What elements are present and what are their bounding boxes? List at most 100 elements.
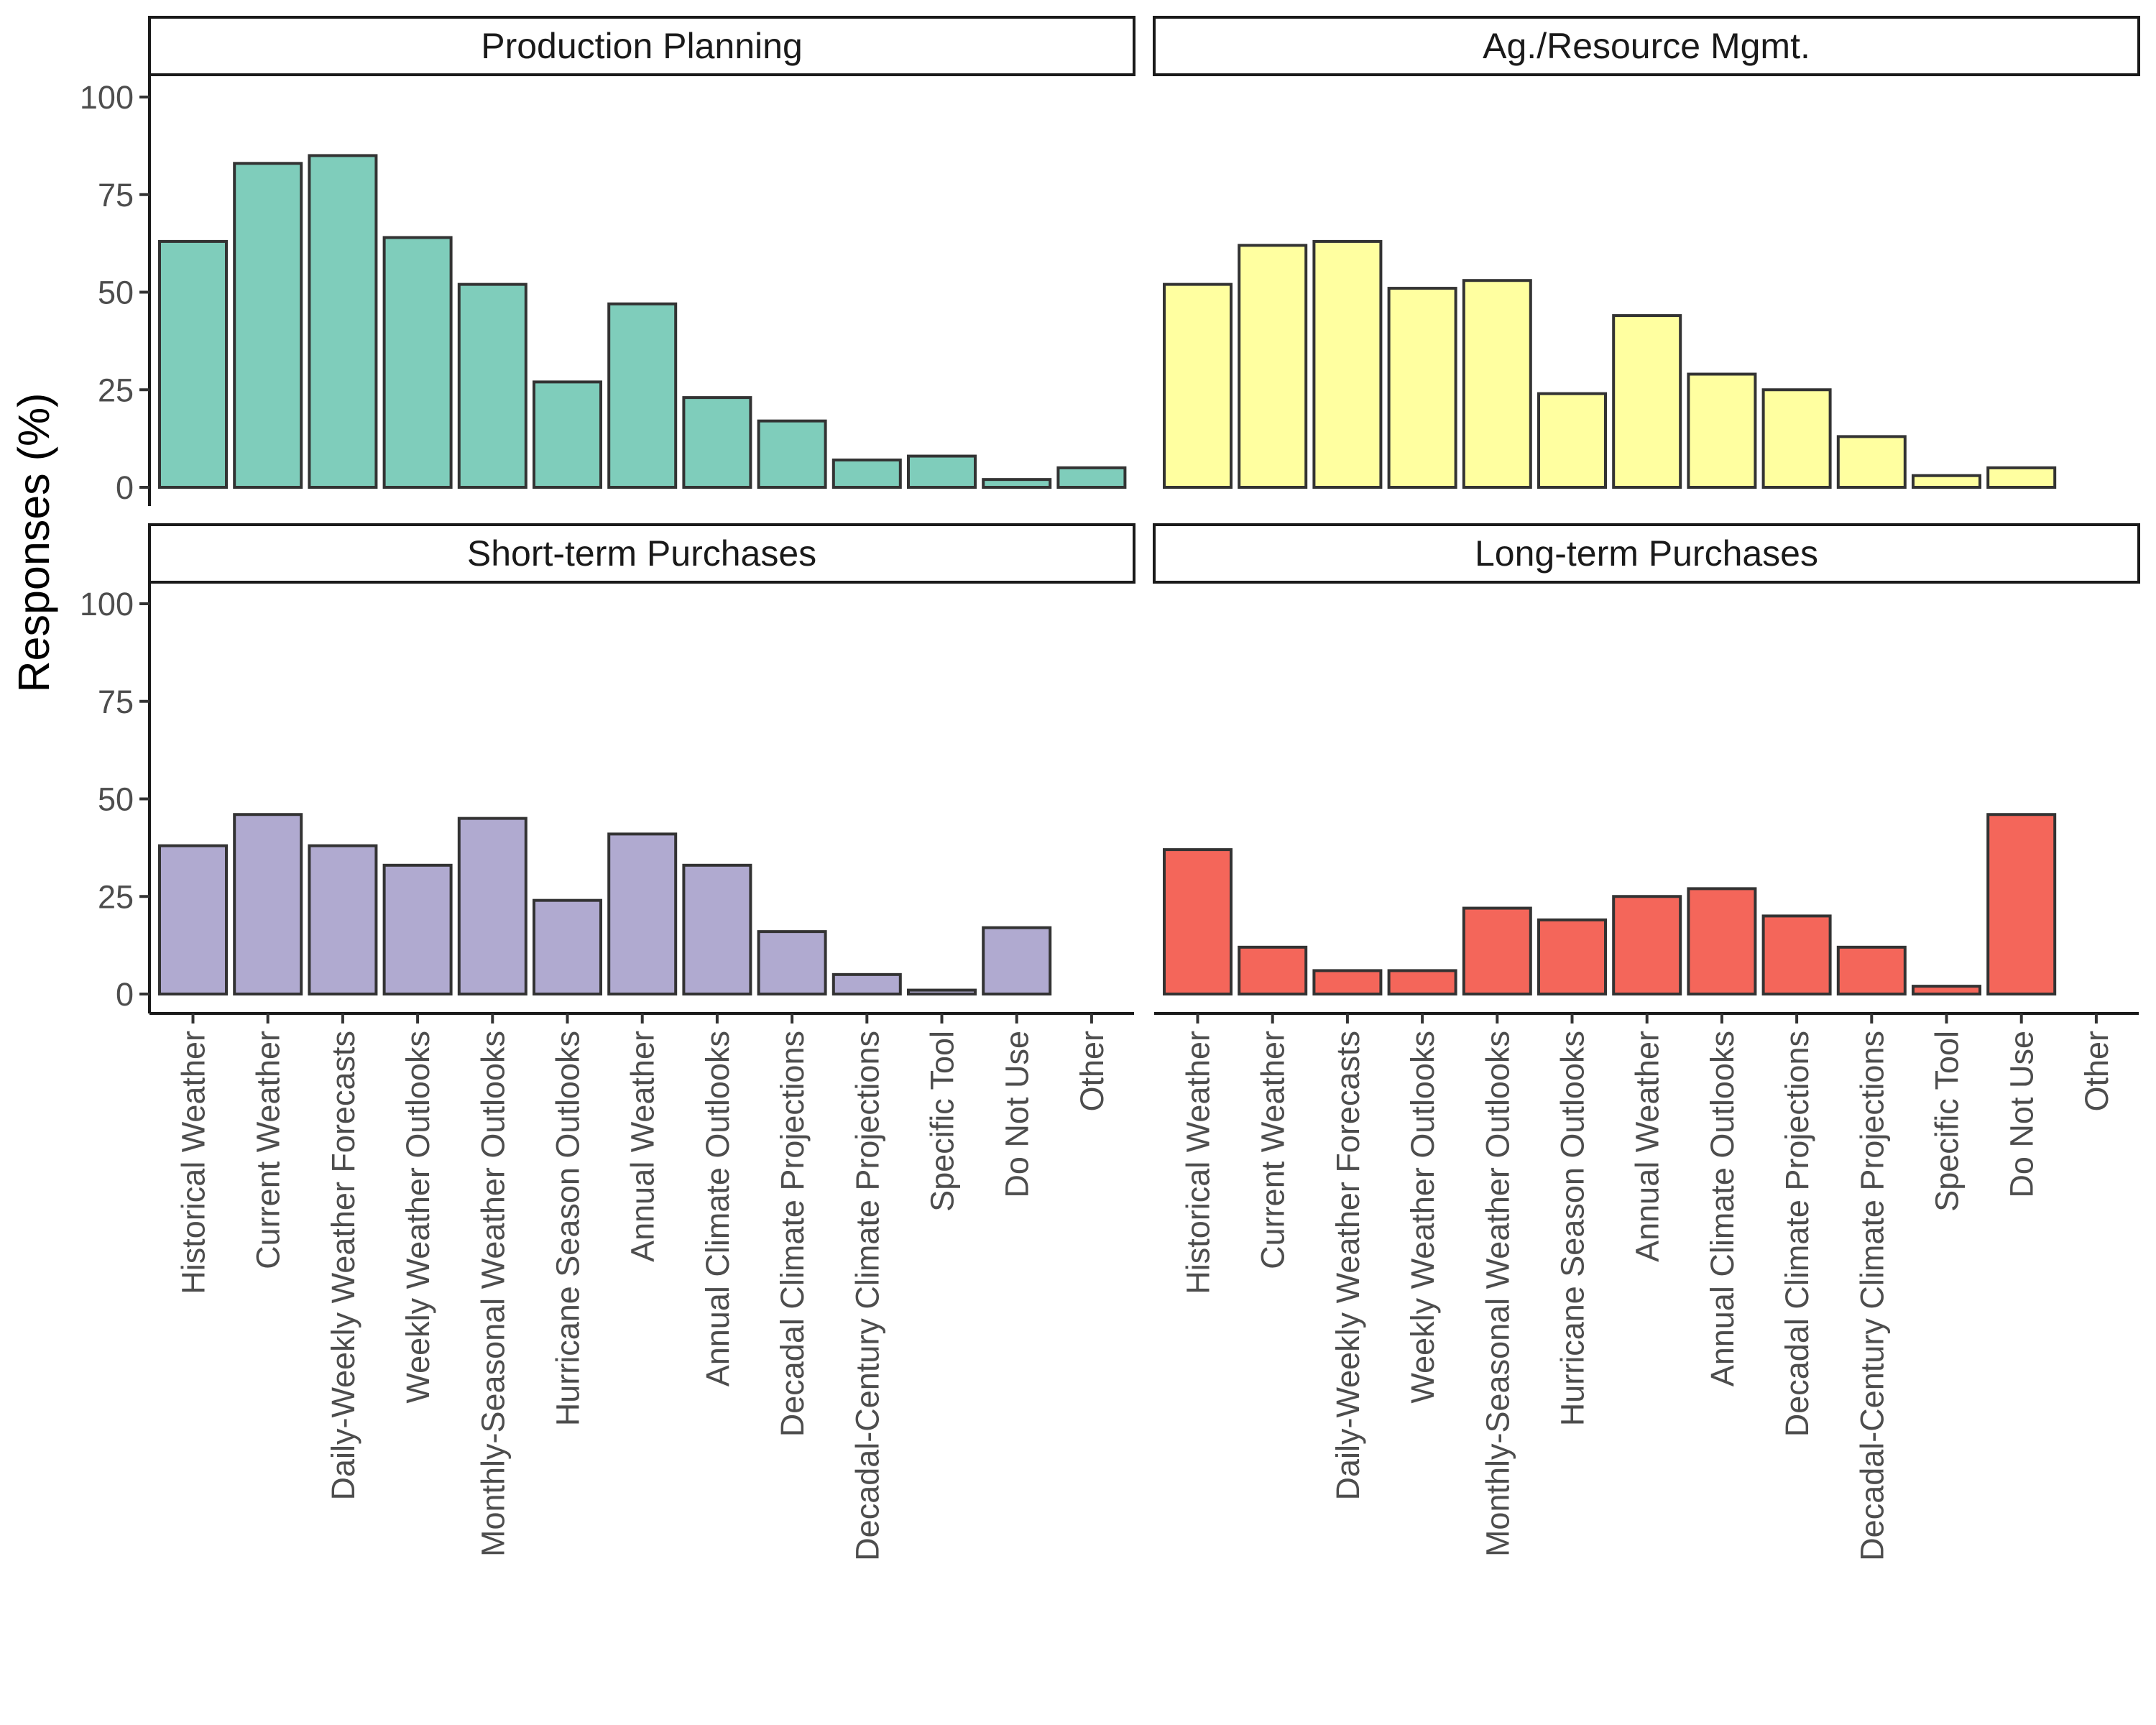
- bar: [1687, 372, 1757, 489]
- facet-panel: Short-term Purchases 0 25 50 75 100 Historical…: [80, 523, 1135, 1561]
- bar: [233, 162, 303, 489]
- facet-strip: [1153, 523, 2140, 584]
- x-tick-label: Annual Weather: [625, 1031, 661, 1262]
- bar: [1387, 969, 1457, 996]
- x-tick-label: Annual Climate Outlooks: [1704, 1031, 1741, 1386]
- y-tick-label: 50: [98, 275, 134, 311]
- bar: [907, 454, 977, 489]
- bar: [907, 988, 977, 995]
- bar: [1238, 945, 1308, 995]
- bar: [1537, 918, 1607, 995]
- facet-strip: [148, 523, 1135, 584]
- bar: [1163, 848, 1233, 995]
- x-tick-label: Annual Climate Outlooks: [699, 1031, 736, 1386]
- bar: [607, 302, 678, 489]
- bar: [1537, 392, 1607, 489]
- bar: [1986, 466, 2057, 489]
- bar: [1761, 914, 1832, 996]
- y-tick-label: 0: [116, 976, 134, 1013]
- x-tick-label: Annual Weather: [1629, 1031, 1666, 1262]
- bar: [457, 282, 528, 489]
- bar: [607, 832, 678, 995]
- bar: [831, 972, 902, 995]
- bar: [757, 930, 827, 995]
- x-tick-label: Specific Tool: [924, 1031, 961, 1212]
- bar: [1462, 906, 1532, 996]
- x-tick-label: Historical Weather: [175, 1031, 212, 1294]
- y-axis-title: Responses (%): [9, 393, 58, 693]
- bar: [1312, 239, 1383, 489]
- bar: [1912, 474, 1981, 489]
- bar: [1612, 314, 1682, 489]
- x-tick-label: Decadal Climate Projections: [1779, 1031, 1815, 1437]
- bar: [533, 898, 602, 996]
- x-tick-label: Current Weather: [250, 1031, 287, 1269]
- x-tick-label: Monthly-Seasonal Weather Outlooks: [1479, 1031, 1516, 1557]
- bar: [982, 478, 1052, 489]
- y-tick-label: 100: [80, 586, 134, 622]
- x-tick-label: Do Not Use: [999, 1031, 1036, 1198]
- facet-panel: Ag./Resource Mgmt.: [1153, 16, 2140, 489]
- bar: [382, 863, 453, 996]
- y-tick-label: 75: [98, 177, 134, 213]
- bar: [1612, 895, 1682, 995]
- bar: [982, 926, 1052, 995]
- bar: [233, 813, 303, 995]
- bar: [682, 396, 752, 489]
- bar: [1387, 287, 1457, 489]
- x-tick-label: Decadal-Century Climate Projections: [1853, 1031, 1890, 1561]
- facet-strip: [148, 16, 1135, 76]
- x-tick-label: Weekly Weather Outlooks: [1404, 1031, 1441, 1404]
- x-tick-label: Hurricane Season Outlooks: [1554, 1031, 1591, 1426]
- x-tick-label: Historical Weather: [1180, 1031, 1217, 1294]
- y-tick-label: 25: [98, 372, 134, 408]
- bar: [457, 816, 528, 996]
- x-tick-label: Specific Tool: [1929, 1031, 1966, 1212]
- x-tick-label: Hurricane Season Outlooks: [550, 1031, 586, 1426]
- facet-strip-label: Production Planning: [481, 26, 803, 66]
- bar: [1761, 388, 1832, 489]
- bar: [308, 154, 378, 489]
- x-tick-label: Do Not Use: [2004, 1031, 2040, 1198]
- bar: [158, 239, 228, 489]
- bar: [1986, 813, 2057, 995]
- bar: [1056, 466, 1127, 489]
- facet-panel: Production Planning 0 25 50 75 100: [80, 16, 1135, 506]
- facet-strip-label: Long-term Purchases: [1475, 533, 1818, 574]
- bar: [1238, 244, 1308, 489]
- x-tick-label: Monthly-Seasonal Weather Outlooks: [474, 1031, 511, 1557]
- y-tick-label: 25: [98, 878, 134, 915]
- facet-strip-label: Short-term Purchases: [467, 533, 816, 574]
- bar: [757, 419, 827, 489]
- x-tick-label: Other: [2078, 1031, 2115, 1112]
- facet-strip: [1153, 16, 2140, 76]
- facet-panels: Production Planning 0 25 50 75 100 Ag./Resourc…: [80, 16, 2140, 1561]
- bar: [533, 380, 602, 489]
- x-tick-label: Daily-Weekly Weather Forecasts: [1330, 1031, 1366, 1501]
- bar: [1836, 945, 1907, 995]
- bar: [158, 844, 228, 996]
- bar: [682, 863, 752, 996]
- x-tick-label: Current Weather: [1255, 1031, 1291, 1269]
- facet-panel: Long-term Purchases Historical Weather Cur…: [1153, 523, 2140, 1561]
- bar: [1163, 282, 1233, 489]
- x-tick-label: Decadal-Century Climate Projections: [849, 1031, 885, 1561]
- x-tick-label: Other: [1074, 1031, 1110, 1112]
- y-tick-label: 75: [98, 684, 134, 720]
- y-tick-label: 0: [116, 469, 134, 506]
- bar: [1912, 985, 1981, 996]
- x-tick-label: Decadal Climate Projections: [774, 1031, 811, 1437]
- y-tick-label: 50: [98, 781, 134, 818]
- x-tick-label: Daily-Weekly Weather Forecasts: [325, 1031, 361, 1501]
- bar: [382, 236, 453, 489]
- facet-strip-label: Ag./Resource Mgmt.: [1483, 26, 1810, 66]
- bar: [831, 458, 902, 489]
- bar: [1462, 279, 1532, 489]
- bar: [1312, 969, 1383, 996]
- y-tick-label: 100: [80, 79, 134, 116]
- x-tick-label: Weekly Weather Outlooks: [400, 1031, 436, 1404]
- bar: [1687, 887, 1757, 996]
- bar: [1836, 435, 1907, 489]
- bar: [308, 844, 378, 996]
